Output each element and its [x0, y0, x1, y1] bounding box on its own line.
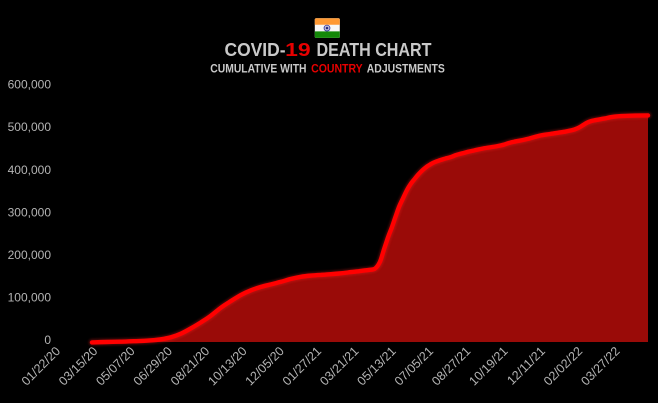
svg-text:100,000: 100,000: [8, 291, 52, 305]
svg-text:200,000: 200,000: [8, 248, 52, 262]
svg-text:500,000: 500,000: [8, 120, 52, 134]
svg-text:400,000: 400,000: [8, 163, 52, 177]
svg-text:COVID-: COVID-: [225, 40, 286, 60]
svg-text:CUMULATIVE WITH: CUMULATIVE WITH: [210, 62, 306, 76]
svg-text:600,000: 600,000: [8, 78, 52, 92]
svg-text:ADJUSTMENTS: ADJUSTMENTS: [367, 62, 445, 76]
svg-text:DEATH CHART: DEATH CHART: [317, 40, 432, 60]
svg-text:0: 0: [44, 333, 51, 347]
svg-text:COUNTRY: COUNTRY: [311, 62, 363, 76]
svg-text:300,000: 300,000: [8, 205, 52, 219]
svg-text:19: 19: [285, 40, 311, 60]
